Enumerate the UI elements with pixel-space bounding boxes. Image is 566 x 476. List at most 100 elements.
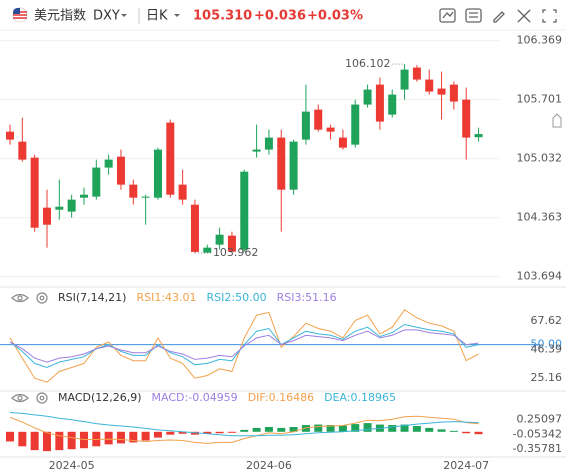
candle-body <box>141 196 150 198</box>
y-tick-label: 105.032 <box>517 152 563 165</box>
tool-icon[interactable] <box>493 11 505 23</box>
candle-body <box>227 235 236 252</box>
price: 105.310 <box>193 9 252 24</box>
macd-bar <box>338 425 347 432</box>
candle-body <box>425 79 434 92</box>
period[interactable]: 日K <box>146 9 168 24</box>
macd-bar <box>227 431 236 433</box>
macd-bar <box>30 431 39 451</box>
macd-bar <box>166 431 175 435</box>
macd-line <box>9 412 479 437</box>
candle-body <box>55 206 64 210</box>
dropdown-icon[interactable] <box>174 14 180 17</box>
macd-bar <box>351 424 360 432</box>
macd-bar <box>412 426 421 432</box>
index-name[interactable]: 美元指数 <box>34 9 86 24</box>
rsi-line <box>9 323 479 369</box>
macd-bar <box>104 431 113 445</box>
macd-bar <box>79 431 88 449</box>
legend-entry: RSI1:43.01 <box>136 291 196 304</box>
y-tick-label: 46.39 <box>531 342 563 355</box>
candle-body <box>462 99 471 138</box>
candle-body <box>215 234 224 245</box>
macd-bar <box>178 431 187 434</box>
candle-body <box>104 159 113 168</box>
candle-body <box>375 84 384 122</box>
toolbar <box>439 8 557 23</box>
tool-icon[interactable] <box>442 11 454 19</box>
x-tick-label: 2024-07 <box>443 459 489 472</box>
macd-bar <box>252 427 261 432</box>
candle-body <box>314 109 323 130</box>
y-tick-label: 106.369 <box>517 34 563 47</box>
tool-icon[interactable] <box>517 9 531 23</box>
candle-body <box>18 141 27 160</box>
macd-bar <box>462 431 471 434</box>
candle-body <box>92 167 101 197</box>
candle-body <box>203 247 212 253</box>
eye-icon[interactable] <box>17 395 23 401</box>
macd-bar <box>67 431 76 450</box>
y-tick-label: 104.363 <box>517 211 563 224</box>
macd-bar <box>289 426 298 432</box>
macd-bar <box>18 431 27 447</box>
candle-body <box>388 94 397 115</box>
y-tick-label: 67.62 <box>531 314 563 327</box>
candle-body <box>449 84 458 102</box>
candle-body <box>264 137 273 150</box>
macd-bar <box>437 429 446 432</box>
eye-icon[interactable] <box>11 393 29 403</box>
eye-icon[interactable] <box>17 295 23 301</box>
annotation: 103.962 <box>213 246 259 259</box>
candle-body <box>6 131 14 140</box>
y-tick-label: 25.16 <box>531 371 563 384</box>
y-tick-label: -0.35781 <box>513 442 562 455</box>
change-pct: +0.03% <box>307 9 363 24</box>
y-tick-label: 103.694 <box>517 270 563 283</box>
flag-icon <box>12 7 28 23</box>
macd-bar <box>215 431 224 434</box>
candle-body <box>178 184 187 200</box>
x-tick-label: 2024-05 <box>49 459 95 472</box>
macd-bar <box>55 431 64 451</box>
candle-body <box>30 157 39 228</box>
panel-icons <box>11 292 48 404</box>
macd-bar <box>42 431 51 452</box>
y-tick-label: 50.00 <box>531 338 563 351</box>
candle-body <box>129 184 138 198</box>
macd-bar <box>425 427 434 432</box>
legend-title: MACD(12,26,9) <box>58 391 142 404</box>
macd-bar <box>153 431 162 438</box>
dropdown-icon[interactable] <box>121 14 127 17</box>
macd-bar <box>388 425 397 432</box>
legend-entry: MACD:-0.04959 <box>152 391 238 404</box>
gear-icon[interactable] <box>36 392 48 404</box>
gear-icon[interactable] <box>39 395 45 401</box>
tool-icon[interactable] <box>439 8 456 23</box>
gear-icon[interactable] <box>36 292 48 304</box>
macd-bar <box>474 431 483 435</box>
y-tick-label: 0.25097 <box>517 413 563 426</box>
macd-bar <box>363 423 372 432</box>
tool-icon[interactable] <box>542 9 557 23</box>
candle-body <box>116 156 125 185</box>
tool-icon[interactable] <box>469 12 478 18</box>
candle-body <box>363 89 372 105</box>
y-tick-label: 105.701 <box>517 93 563 106</box>
macd-bar <box>129 431 138 443</box>
candle-body <box>42 207 51 225</box>
candle-body <box>338 137 347 148</box>
index-code[interactable]: DXY <box>93 9 120 24</box>
macd-bar <box>326 425 335 432</box>
hand-icon[interactable] <box>552 113 562 128</box>
eye-icon[interactable] <box>11 293 29 303</box>
macd-bar <box>314 424 323 432</box>
candle-body <box>79 194 88 198</box>
legend-entry: DEA:0.18965 <box>324 391 396 404</box>
macd-bar <box>6 431 14 442</box>
candle-body <box>166 122 175 195</box>
gear-icon[interactable] <box>39 295 45 301</box>
tool-icon[interactable] <box>465 8 482 23</box>
